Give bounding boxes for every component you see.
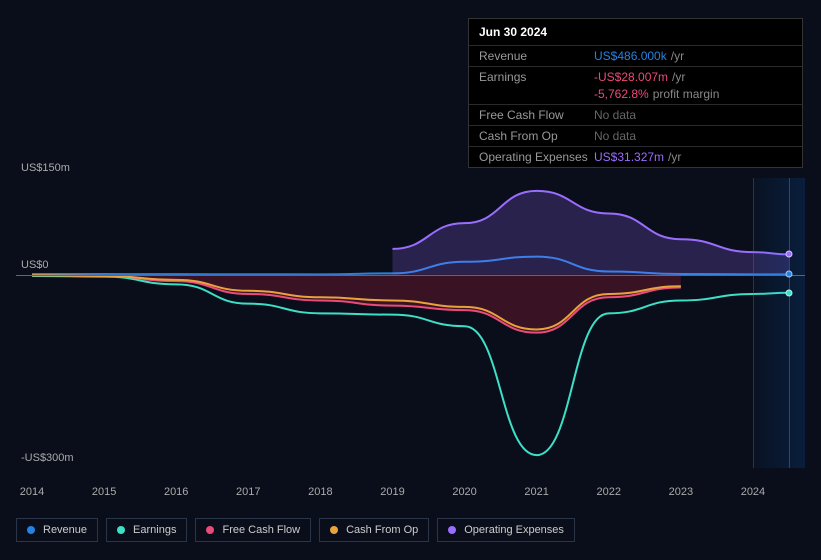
legend-item-cfo[interactable]: Cash From Op bbox=[319, 518, 429, 542]
legend-dot-icon bbox=[448, 526, 456, 534]
forecast-shade bbox=[753, 178, 805, 468]
tooltip-label bbox=[479, 87, 594, 101]
tooltip-row: Earnings-US$28.007m/yr bbox=[469, 66, 802, 87]
tooltip-value: US$486.000k bbox=[594, 49, 667, 63]
tooltip-value: US$31.327m bbox=[594, 150, 664, 164]
tooltip-row: Cash From OpNo data bbox=[469, 125, 802, 146]
x-axis-label: 2015 bbox=[92, 486, 116, 498]
chart-area[interactable]: US$150m US$0 -US$300m bbox=[16, 160, 805, 480]
data-tooltip: Jun 30 2024 RevenueUS$486.000k/yrEarning… bbox=[468, 18, 803, 168]
hover-line bbox=[789, 178, 790, 468]
legend-label: Cash From Op bbox=[346, 524, 418, 536]
y-axis-label: US$0 bbox=[21, 259, 49, 271]
legend-dot-icon bbox=[27, 526, 35, 534]
y-axis-label: US$150m bbox=[21, 162, 70, 174]
tooltip-label: Free Cash Flow bbox=[479, 108, 594, 122]
legend-item-earnings[interactable]: Earnings bbox=[106, 518, 187, 542]
tooltip-row: RevenueUS$486.000k/yr bbox=[469, 45, 802, 66]
x-axis-label: 2016 bbox=[164, 486, 188, 498]
tooltip-suffix: /yr bbox=[671, 49, 684, 63]
legend-dot-icon bbox=[206, 526, 214, 534]
x-axis-label: 2022 bbox=[597, 486, 621, 498]
x-axis-label: 2020 bbox=[452, 486, 476, 498]
legend-dot-icon bbox=[117, 526, 125, 534]
tooltip-row: Operating ExpensesUS$31.327m/yr bbox=[469, 146, 802, 167]
chart-legend: Revenue Earnings Free Cash Flow Cash From O… bbox=[16, 518, 575, 542]
x-axis: 2014 2015 2016 2017 2018 2019 2020 2021 2022 2023… bbox=[16, 486, 805, 506]
tooltip-label: Revenue bbox=[479, 49, 594, 63]
tooltip-suffix: /yr bbox=[672, 70, 685, 84]
x-axis-label: 2021 bbox=[524, 486, 548, 498]
legend-label: Revenue bbox=[43, 524, 87, 536]
y-axis-label: -US$300m bbox=[21, 452, 74, 464]
tooltip-value: -5,762.8% bbox=[594, 87, 649, 101]
legend-label: Operating Expenses bbox=[464, 524, 564, 536]
legend-item-fcf[interactable]: Free Cash Flow bbox=[195, 518, 311, 542]
legend-item-opex[interactable]: Operating Expenses bbox=[437, 518, 575, 542]
tooltip-value: No data bbox=[594, 108, 636, 122]
zero-line bbox=[16, 275, 805, 276]
x-axis-label: 2018 bbox=[308, 486, 332, 498]
tooltip-suffix: profit margin bbox=[653, 87, 720, 101]
tooltip-value: -US$28.007m bbox=[594, 70, 668, 84]
tooltip-suffix: /yr bbox=[668, 150, 681, 164]
legend-label: Earnings bbox=[133, 524, 176, 536]
series-end-dot-revenue bbox=[786, 271, 793, 278]
tooltip-value: No data bbox=[594, 129, 636, 143]
tooltip-label: Operating Expenses bbox=[479, 150, 594, 164]
tooltip-label: Cash From Op bbox=[479, 129, 594, 143]
series-end-dot-opex bbox=[786, 251, 793, 258]
legend-dot-icon bbox=[330, 526, 338, 534]
x-axis-label: 2019 bbox=[380, 486, 404, 498]
x-axis-label: 2014 bbox=[20, 486, 44, 498]
series-end-dot-earnings bbox=[786, 289, 793, 296]
x-axis-label: 2024 bbox=[741, 486, 765, 498]
x-axis-label: 2023 bbox=[669, 486, 693, 498]
tooltip-label: Earnings bbox=[479, 70, 594, 84]
legend-item-revenue[interactable]: Revenue bbox=[16, 518, 98, 542]
series-fill-opex bbox=[392, 191, 789, 275]
x-axis-label: 2017 bbox=[236, 486, 260, 498]
chart-svg bbox=[16, 160, 805, 480]
legend-label: Free Cash Flow bbox=[222, 524, 300, 536]
tooltip-date: Jun 30 2024 bbox=[469, 19, 802, 45]
tooltip-row: -5,762.8% profit margin bbox=[469, 87, 802, 104]
tooltip-row: Free Cash FlowNo data bbox=[469, 104, 802, 125]
